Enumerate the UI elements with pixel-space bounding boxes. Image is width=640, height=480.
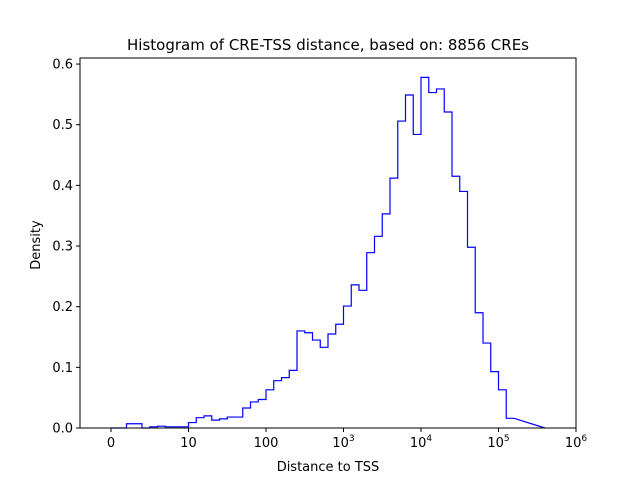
y-tick-label: 0.1 (52, 361, 73, 376)
ticks-layer: 0 10 100 103 104 105 106 0.0 0.1 0.2 0.3 0.4 0.5 0.6 (52, 58, 587, 451)
y-tick-label: 0.0 (52, 422, 73, 437)
y-axis-label: Density (29, 220, 44, 270)
x-tick-exponent: 4 (426, 434, 432, 444)
y-tick-label: 0.3 (52, 240, 73, 255)
x-axis-label: Distance to TSS (277, 460, 380, 475)
chart-title: Histogram of CRE-TSS distance, based on:… (127, 36, 529, 54)
x-tick-exponent: 6 (581, 434, 587, 444)
x-tick-exponent: 3 (349, 434, 355, 444)
x-tick-label: 105 (487, 434, 509, 451)
y-tick-label: 0.6 (52, 58, 73, 73)
x-tick-exponent: 5 (504, 434, 510, 444)
y-tick-label: 0.4 (52, 179, 73, 194)
y-tick-label: 0.2 (52, 300, 73, 315)
histogram-step-line (111, 76, 546, 429)
x-tick-label: 100 (254, 436, 279, 451)
x-tick-label: 103 (332, 434, 354, 451)
x-tick-label: 10 (180, 436, 197, 451)
x-tick-label: 104 (410, 434, 433, 451)
x-tick-label: 106 (565, 434, 588, 451)
marks-layer (111, 76, 546, 429)
x-tick-label: 0 (107, 436, 115, 451)
plot-frame (79, 57, 577, 429)
y-tick-label: 0.5 (52, 118, 73, 133)
